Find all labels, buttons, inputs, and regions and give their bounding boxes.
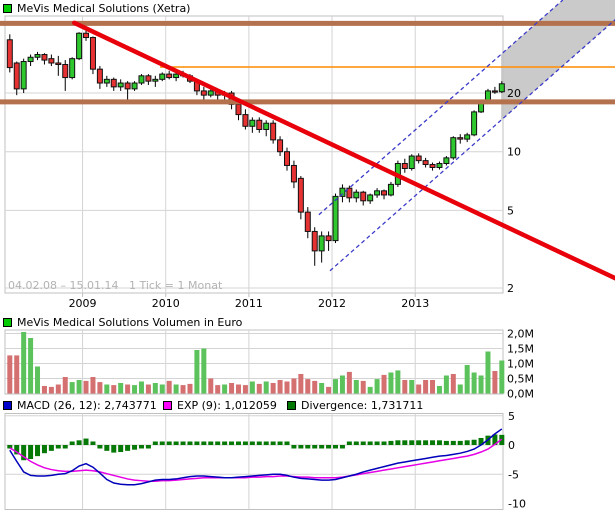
- volume-tick-label: 1,5M: [507, 343, 534, 356]
- divergence-swatch-icon: [287, 400, 296, 410]
- volume-tick-label: 0,0M: [507, 388, 534, 401]
- volume-tick-label: 1,0M: [507, 358, 534, 371]
- macd-legend-row: MACD (26, 12): 2,743771 EXP (9): 1,01205…: [0, 399, 615, 412]
- year-tick-label: 2013: [401, 297, 429, 310]
- date-range-info: 04.02.08 – 15.01.14 1 Tick = 1 Monat: [8, 279, 223, 292]
- exp-swatch-icon: [163, 400, 172, 410]
- divergence-legend-label: Divergence: 1,731711: [301, 398, 424, 412]
- exp-line: [9, 438, 503, 483]
- macd-swatch-icon: [3, 400, 12, 410]
- year-tick-label: 2009: [69, 297, 97, 310]
- divergence-histogram: [7, 434, 505, 461]
- macd-tick-label: -5: [508, 468, 519, 481]
- price-level-lines: [0, 20, 615, 105]
- price-tick-label: 10: [507, 146, 521, 159]
- volume-chart-title-row: MeVis Medical Solutions Volumen in Euro: [3, 315, 243, 329]
- main-chart-title-row: MeVis Medical Solutions (Xetra): [3, 1, 191, 15]
- year-tick-label: 2011: [235, 297, 263, 310]
- exp-legend-label: EXP (9): 1,012059: [177, 398, 277, 412]
- macd-tick-label: 0: [508, 439, 515, 452]
- volume-bars: [7, 332, 505, 394]
- price-tick-label: 2: [507, 282, 514, 295]
- macd-legend-item: MACD (26, 12): 2,743771: [3, 398, 157, 412]
- macd-legend-label: MACD (26, 12): 2,743771: [17, 398, 157, 412]
- volume-tick-label: 2,0M: [507, 328, 534, 341]
- macd-tick-label: -10: [508, 498, 526, 511]
- volume-chart-title: MeVis Medical Solutions Volumen in Euro: [17, 315, 243, 329]
- year-tick-label: 2010: [152, 297, 180, 310]
- macd-line: [9, 428, 503, 486]
- main-chart-title: MeVis Medical Solutions (Xetra): [17, 1, 191, 15]
- divergence-legend-item: Divergence: 1,731711: [287, 398, 424, 412]
- downtrend-line: [71, 20, 615, 281]
- gridlines: [5, 16, 503, 510]
- pane-frames: [4, 15, 504, 510]
- candlestick-series: [6, 27, 505, 266]
- macd-tick-label: 5: [508, 410, 515, 423]
- volume-tick-label: 0,5M: [507, 373, 534, 386]
- series-swatch-icon: [3, 3, 12, 13]
- volume-swatch-icon: [3, 317, 12, 327]
- price-tick-label: 20: [507, 87, 521, 100]
- year-tick-label: 2012: [318, 297, 346, 310]
- price-tick-label: 5: [507, 204, 514, 217]
- exp-legend-item: EXP (9): 1,012059: [163, 398, 277, 412]
- trend-channel-lines: [318, 0, 615, 272]
